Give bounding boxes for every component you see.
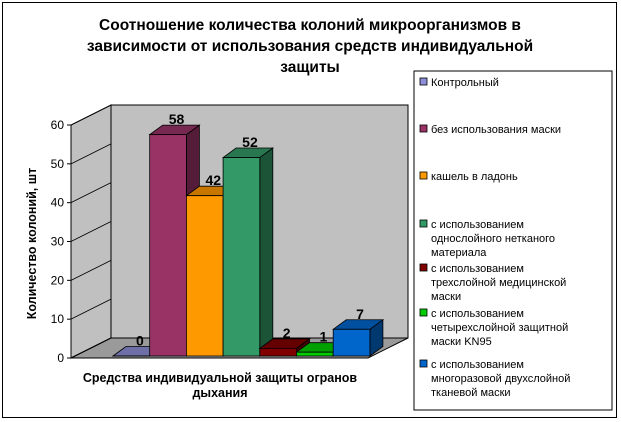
bar — [148, 124, 201, 357]
legend-label: маски — [431, 291, 461, 303]
bar-side — [259, 147, 274, 357]
legend-swatch — [419, 263, 428, 272]
bar-front — [332, 328, 371, 357]
bar-front — [259, 347, 297, 357]
y-tick-label: 30 — [51, 235, 65, 249]
value-label: 7 — [356, 306, 364, 322]
legend-label: с использованием — [431, 359, 524, 371]
legend-swatch — [419, 171, 428, 180]
legend-entry: с использованием четырехслойной защитной м… — [419, 308, 568, 348]
y-tick-label: 20 — [51, 273, 65, 287]
value-label: 1 — [319, 329, 327, 345]
legend-box — [413, 70, 613, 411]
y-depth-tick — [70, 104, 112, 126]
legend-label: однослойного нетканого — [431, 233, 555, 245]
bar-chart: Соотношение количества колоний микроорга… — [25, 17, 613, 411]
legend-label: четырехслойной защитной — [431, 322, 568, 334]
x-axis-title-line: дыхания — [192, 386, 247, 400]
y-depth-tick — [70, 298, 112, 320]
y-depth-tick — [70, 182, 112, 204]
y-depth-tick — [70, 221, 112, 242]
bar-front — [296, 351, 334, 357]
value-label: 52 — [242, 134, 258, 150]
legend-label: Контрольный — [431, 77, 499, 89]
chart-title-line: защиты — [280, 59, 340, 76]
y-tick-label: 40 — [51, 196, 65, 210]
x-axis-title-line: Средства индивидуальной защиты огранов — [83, 371, 358, 385]
legend-label: с использованием — [431, 263, 524, 275]
legend-swatch — [419, 308, 428, 317]
legend-entry: без использования маски — [419, 124, 561, 136]
legend-label: маски KN95 — [431, 336, 492, 348]
legend-label: трехслойной медицинской — [431, 277, 566, 289]
y-tick-label: 0 — [57, 351, 64, 365]
y-depth-tick — [70, 337, 112, 359]
y-tick-label: 60 — [51, 118, 65, 132]
y-depth-tick — [70, 259, 112, 281]
legend-swatch — [419, 77, 428, 86]
legend-entry: Контрольный — [419, 77, 499, 89]
value-label: 42 — [205, 172, 221, 188]
y-depth-tick — [70, 143, 112, 165]
legend-label: кашель в ладонь — [431, 171, 518, 183]
legend-entry: кашель в ладонь — [419, 171, 518, 183]
legend-label: с использованием — [431, 219, 524, 231]
legend-entry: с использованием многоразовой двухслойной… — [419, 359, 570, 399]
chart-frame: Соотношение количества колоний микроорга… — [2, 2, 617, 418]
legend-entry: с использованием однослойного нетканого ма… — [419, 219, 555, 259]
y-tick-label: 10 — [51, 312, 65, 326]
bars — [111, 124, 385, 357]
legend-swatch — [419, 359, 428, 368]
legend-label: тканевой маски — [431, 387, 511, 399]
legend-label: материала — [431, 247, 487, 259]
legend-label: многоразовой двухслойной — [431, 373, 570, 385]
y-axis: 0 10 20 30 40 50 60 Количество колоний, шт — [25, 104, 112, 365]
legend: Контрольный без использования маски кашель… — [413, 70, 613, 411]
value-label: 58 — [169, 111, 185, 127]
legend-entry: с использованием трехслойной медицинской м… — [419, 263, 566, 303]
chart-title-line: Соотношение количества колоний микроорга… — [99, 17, 521, 34]
bar-front — [185, 195, 224, 357]
legend-label: без использования маски — [431, 124, 561, 136]
bar-front — [149, 134, 187, 357]
x-axis-title: Средства индивидуальной защиты ограновды… — [83, 371, 358, 400]
legend-swatch — [419, 124, 428, 133]
chart-title: Соотношение количества колоний микроорга… — [87, 17, 533, 76]
chart-title-line: зависимости от использования средств инд… — [87, 38, 533, 55]
bar — [221, 147, 275, 357]
y-axis-title: Количество колоний, шт — [25, 168, 39, 320]
value-label: 0 — [136, 333, 144, 349]
legend-label: с использованием — [431, 308, 524, 320]
bar-front — [222, 157, 261, 357]
y-tick-label: 50 — [51, 157, 65, 171]
bar — [331, 318, 385, 357]
value-label: 2 — [283, 325, 291, 341]
value-labels: 0 58 42 52 2 1 7 — [136, 111, 364, 348]
legend-swatch — [419, 219, 428, 228]
